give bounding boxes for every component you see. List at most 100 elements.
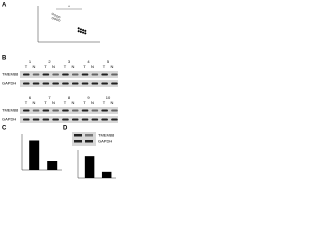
lane-type: T [44, 64, 47, 69]
band-label: TMEM88 [98, 132, 115, 137]
band [42, 82, 50, 85]
band [32, 82, 40, 85]
lane-number: 8 [68, 95, 71, 100]
band [101, 118, 108, 121]
band [81, 82, 89, 85]
band [42, 118, 50, 121]
bar [29, 140, 40, 170]
band [42, 73, 50, 76]
data-point [77, 30, 80, 33]
data-point [51, 12, 54, 15]
data-point [58, 19, 61, 22]
data-point [79, 30, 82, 33]
band [32, 118, 40, 121]
panel-label: C [2, 126, 7, 132]
data-point [51, 17, 54, 20]
band [23, 118, 30, 121]
panel-label: B [2, 56, 7, 62]
band [74, 140, 82, 143]
band [72, 109, 79, 112]
band [62, 73, 69, 76]
lane-type: N [72, 64, 75, 69]
bar [101, 171, 112, 178]
band [52, 118, 59, 121]
band-label: GAPDH [2, 117, 16, 122]
band [52, 73, 59, 76]
band [101, 73, 108, 76]
lane-type: N [33, 64, 36, 69]
blot [20, 116, 118, 123]
lane-number: 1 [29, 59, 32, 64]
data-point [77, 27, 80, 30]
lane-type: T [103, 64, 106, 69]
band [23, 109, 30, 112]
lane-number: 5 [107, 59, 110, 64]
band-label: TMEM88 [2, 108, 19, 113]
band [72, 118, 79, 121]
band [52, 109, 59, 112]
lane-type: T [103, 100, 106, 105]
blot [20, 107, 118, 114]
data-point [56, 15, 59, 18]
band [81, 109, 89, 112]
lane-number: 4 [87, 59, 90, 64]
data-point [84, 32, 87, 35]
band [91, 109, 99, 112]
lane-type: N [33, 100, 36, 105]
band [62, 109, 69, 112]
band [81, 118, 89, 121]
lane-number: 3 [68, 59, 71, 64]
data-point [53, 14, 56, 17]
lane-type: N [111, 64, 114, 69]
band [111, 73, 118, 76]
band [42, 109, 50, 112]
band-label: GAPDH [98, 138, 112, 143]
lane-number: 10 [106, 95, 111, 100]
data-point [58, 16, 61, 19]
band [85, 134, 93, 137]
band-label: GAPDH [2, 81, 16, 86]
band [81, 73, 89, 76]
band [23, 82, 30, 85]
lane-type: N [72, 100, 75, 105]
lane-type: N [91, 100, 94, 105]
lane-type: T [83, 64, 86, 69]
lane-type: N [111, 100, 114, 105]
band [111, 118, 118, 121]
lane-type: N [52, 64, 55, 69]
band [85, 140, 93, 143]
band [72, 73, 79, 76]
asterisk: * [68, 4, 70, 9]
data-point [53, 17, 56, 21]
data-point [82, 31, 85, 34]
band [101, 109, 108, 112]
panel-label: A [2, 3, 7, 9]
band [91, 118, 99, 121]
lane-type: T [25, 64, 28, 69]
lane-type: N [52, 100, 55, 105]
lane-number: 2 [48, 59, 51, 64]
band-label: TMEM88 [2, 72, 19, 77]
lane-number: 6 [29, 95, 32, 100]
bar [84, 156, 95, 178]
lane-type: T [64, 100, 67, 105]
band [23, 73, 30, 76]
lane-type: N [91, 64, 94, 69]
band [62, 118, 69, 121]
band [101, 82, 108, 85]
data-point [79, 28, 82, 31]
band [111, 109, 118, 112]
lane-type: T [83, 100, 86, 105]
lane-number: 9 [87, 95, 90, 100]
data-point [82, 29, 85, 32]
band [72, 82, 79, 85]
band [62, 82, 69, 85]
lane-type: T [44, 100, 47, 105]
blot [20, 71, 118, 78]
blot [20, 80, 118, 87]
data-point [84, 29, 87, 32]
band [32, 109, 40, 112]
data-point [56, 18, 59, 21]
band [32, 73, 40, 76]
